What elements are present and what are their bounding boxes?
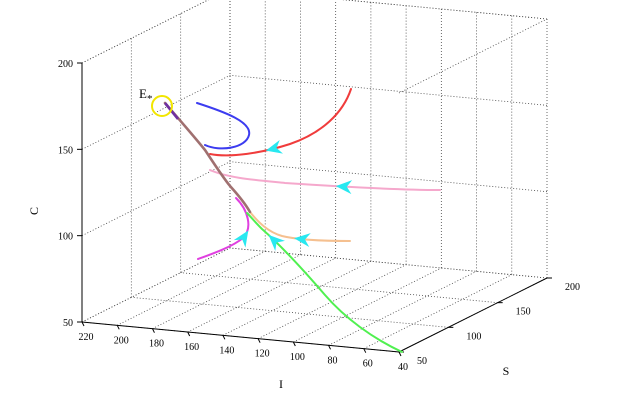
x-tick-label: 40 — [398, 362, 408, 373]
grid-line-floor — [293, 267, 442, 343]
x-tick-label: 120 — [255, 349, 270, 360]
x-tick-label: 60 — [363, 359, 373, 370]
grid-line-side-horizontal — [81, 247, 231, 323]
x-tick — [116, 325, 120, 330]
z-tick-label: 50 — [63, 318, 73, 329]
grid-line-floor — [152, 254, 301, 330]
y-tick-label: 50 — [417, 356, 427, 367]
grid-line-floor — [222, 260, 372, 336]
x-axis-label: I — [279, 377, 283, 391]
y-tick-label: 100 — [466, 331, 481, 342]
x-tick — [363, 348, 367, 353]
trajectory-6 — [246, 212, 403, 353]
z-tick-label: 200 — [58, 59, 73, 70]
x-tick-label: 160 — [184, 342, 199, 353]
trajectory-2 — [209, 88, 352, 157]
x-axis-line — [81, 321, 400, 353]
grid — [81, 0, 548, 353]
equilibrium-point: E* — [139, 86, 173, 117]
grid-line-floor — [131, 296, 449, 328]
y-tick-label: 150 — [516, 307, 531, 318]
direction-arrow-5 — [233, 230, 249, 248]
axes: 220 200 180 160 140 120 100 80 60 40 50 100 150 200 50… — [58, 59, 580, 373]
axis-labels: I S C — [27, 207, 509, 391]
x-tick-label: 220 — [79, 332, 94, 343]
trajectory-4 — [249, 211, 351, 242]
y-axis-label: S — [503, 364, 510, 378]
grid-line-back-horizontal — [229, 161, 548, 193]
direction-arrow-4 — [294, 233, 311, 247]
x-tick-label: 140 — [219, 345, 234, 356]
x-tick-label: 80 — [328, 355, 338, 366]
trajectories — [163, 88, 441, 353]
x-tick-label: 180 — [149, 339, 164, 350]
grid-line-floor — [187, 257, 336, 333]
z-axis-label: C — [27, 207, 41, 215]
equilibrium-label-main: E — [139, 86, 147, 101]
x-tick — [222, 335, 226, 340]
x-tick — [257, 338, 261, 343]
equilibrium-marker — [151, 95, 173, 117]
z-tick-label: 150 — [58, 145, 73, 156]
grid-line-side-horizontal — [81, 0, 209, 64]
grid-line-floor — [229, 247, 548, 279]
x-tick — [187, 331, 191, 337]
grid-line-floor — [363, 274, 512, 350]
equilibrium-label: E* — [139, 86, 152, 105]
direction-arrow-2 — [265, 140, 284, 154]
trajectory-convergent-trunk — [163, 101, 252, 214]
x-tick — [328, 345, 332, 350]
x-tick-label: 200 — [114, 335, 129, 346]
grid-line-back-horizontal — [229, 74, 548, 106]
grid-line-top — [81, 0, 209, 64]
x-tick — [398, 351, 402, 357]
grid-line-back-horizontal — [341, 0, 548, 20]
grid-line-side-horizontal — [81, 161, 231, 237]
x-tick-label: 100 — [290, 352, 305, 363]
y-tick-label: 200 — [565, 282, 580, 293]
trajectory-1 — [196, 102, 251, 150]
grid-line-floor — [117, 250, 266, 326]
direction-arrow-6 — [268, 234, 285, 252]
direction-arrows — [233, 140, 353, 252]
direction-arrow-3 — [335, 180, 353, 195]
grid-line-floor — [328, 270, 477, 346]
x-tick — [292, 341, 296, 347]
y-axis-line — [398, 277, 548, 353]
grid-line-floor — [180, 272, 498, 304]
equilibrium-label-subscript: * — [147, 93, 153, 105]
grid-line-top — [341, 0, 548, 20]
grid-line-top — [398, 18, 548, 94]
trajectory-5 — [197, 197, 250, 260]
grid-line-floor — [257, 264, 407, 340]
z-tick-label: 100 — [58, 232, 73, 243]
x-tick — [151, 328, 155, 333]
grid-line-side-horizontal — [81, 74, 231, 150]
x-tick — [81, 321, 85, 327]
trajectory-3 — [209, 169, 441, 191]
